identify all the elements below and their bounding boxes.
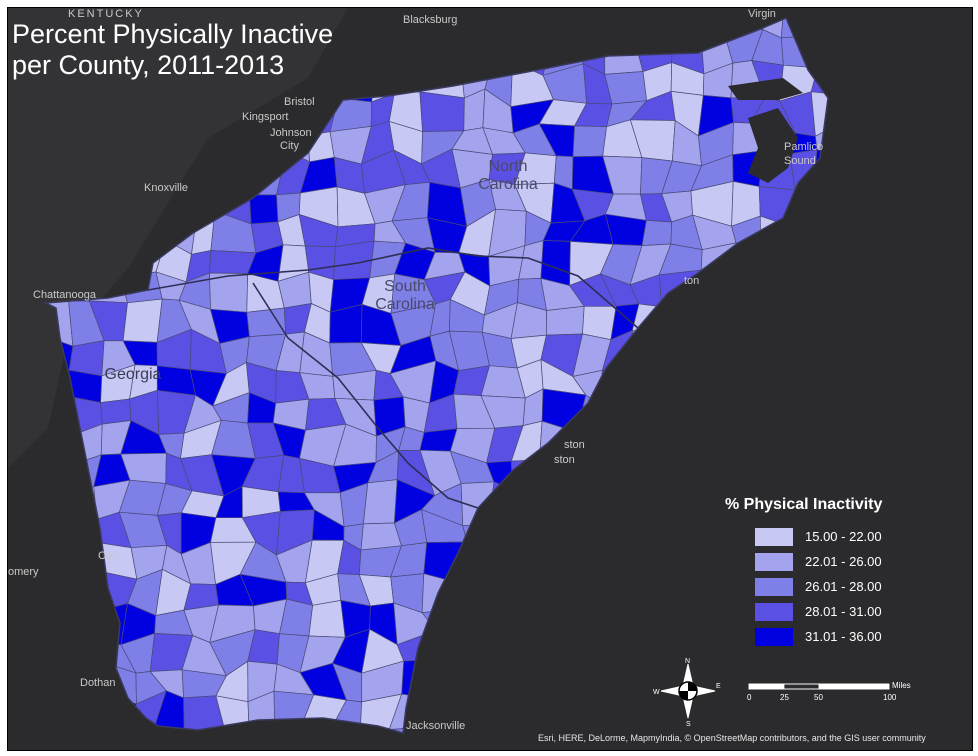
county-shape [572, 125, 607, 158]
map-title: Percent Physically Inactive per County, … [12, 19, 333, 81]
legend-swatch [755, 627, 793, 646]
map-frame: Percent Physically Inactive per County, … [7, 7, 973, 751]
nc-sc-border [147, 247, 639, 329]
legend: % Physical Inactivity 15.00 - 22.00 22.0… [725, 496, 925, 649]
scale-tick-25: 25 [780, 693, 789, 702]
county-shape [363, 479, 398, 525]
place-wilmington: ton [684, 275, 700, 287]
county-shape [100, 398, 132, 425]
place-chattanooga: Chattanooga [33, 289, 96, 301]
map-attribution: Esri, HERE, DeLorme, MapmyIndia, © OpenS… [538, 733, 926, 743]
place-dothan: Dothan [80, 677, 116, 689]
state-name-line1: South [384, 278, 426, 295]
state-name-line1: North [488, 158, 528, 175]
legend-label: 22.01 - 26.00 [805, 554, 882, 569]
state-label-north-carolina: North Carolina [463, 158, 553, 194]
ga-sc-border [252, 282, 479, 509]
map-canvas[interactable] [8, 8, 972, 750]
place-jacksonville: Jacksonville [406, 720, 466, 732]
state-name-line1: Georgia [104, 366, 162, 383]
county-shape [246, 307, 287, 337]
legend-item: 15.00 - 22.00 [755, 524, 925, 549]
scale-bar: 0 25 50 100 Miles [746, 681, 946, 711]
north-arrow-compass: N S W E [653, 656, 723, 728]
place-knoxville: Knoxville [144, 182, 189, 194]
compass-e: E [716, 683, 721, 690]
scale-tick-50: 50 [814, 693, 823, 702]
place-savannah: ston [554, 454, 575, 466]
place-blacksburg: Blacksburg [403, 14, 458, 26]
state-label-south-carolina: South Carolina [360, 278, 450, 314]
legend-swatch [755, 552, 793, 571]
scale-bar-graphic [748, 683, 890, 690]
state-name-line2: Carolina [375, 296, 435, 313]
place-virginia: Virgin [748, 8, 776, 20]
legend-label: 31.01 - 36.00 [805, 629, 882, 644]
compass-w: W [653, 689, 660, 696]
county-shape [308, 599, 346, 638]
place-montgomery: omery [8, 566, 39, 578]
county-shape [546, 305, 585, 336]
place-kingsport: Kingsport [242, 111, 289, 123]
title-line-2: per County, 2011-2013 [12, 50, 285, 80]
legend-item: 28.01 - 31.00 [755, 599, 925, 624]
county-shape [810, 91, 828, 137]
place-pamlico-2: Sound [784, 155, 816, 167]
county-shape [604, 71, 648, 105]
county-shape [419, 91, 465, 132]
place-johnson-city-1: Johnson [270, 127, 312, 139]
county-shape [122, 298, 163, 343]
legend-swatch [755, 577, 793, 596]
place-pamlico-1: Pamlico [784, 141, 824, 153]
county-shape [540, 240, 571, 286]
mountain-shade [8, 8, 348, 468]
legend-item: 31.01 - 36.00 [755, 624, 925, 649]
pamlico-sound [748, 108, 798, 183]
scale-tick-0: 0 [747, 693, 752, 702]
place-johnson-city-2: City [280, 140, 299, 152]
compass-icon: N S W E [653, 658, 721, 728]
legend-label: 28.01 - 31.00 [805, 604, 882, 619]
place-bristol: Bristol [284, 96, 315, 108]
compass-s: S [686, 721, 691, 726]
legend-item: 22.01 - 26.00 [755, 549, 925, 574]
place-kentucky: KENTUCKY [68, 8, 144, 20]
legend-item: 26.01 - 28.00 [755, 574, 925, 599]
county-shape [641, 220, 673, 246]
title-line-1: Percent Physically Inactive [12, 19, 334, 49]
compass-n: N [685, 658, 690, 665]
legend-swatch [755, 602, 793, 621]
legend-label: 15.00 - 22.00 [805, 529, 882, 544]
legend-label: 26.01 - 28.00 [805, 579, 882, 594]
legend-swatch [755, 527, 793, 546]
region-outline [43, 17, 829, 734]
state-name-line2: Carolina [478, 176, 538, 193]
place-charleston: ston [564, 439, 585, 451]
place-columbus: Colu [98, 550, 121, 562]
albemarle-sound [728, 78, 803, 100]
scale-unit: Miles [892, 681, 911, 690]
scale-tick-100: 100 [883, 693, 897, 702]
county-shape [249, 194, 279, 225]
state-label-georgia: Georgia [88, 366, 178, 384]
legend-title: % Physical Inactivity [725, 496, 883, 513]
